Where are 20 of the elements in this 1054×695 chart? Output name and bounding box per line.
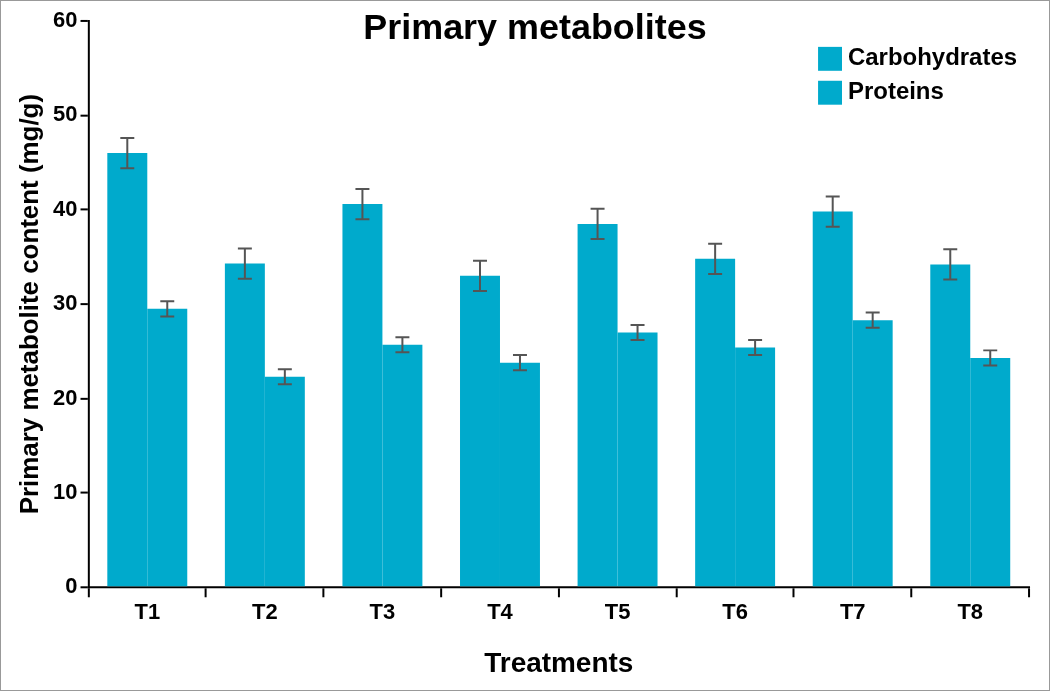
x-tick-label: T8 (957, 599, 984, 625)
legend-label: Proteins (848, 77, 944, 105)
x-tick-label: T7 (839, 599, 866, 625)
x-tick-label: T5 (604, 599, 631, 625)
x-tick-label: T2 (252, 599, 278, 625)
y-tick-label: 50 (53, 101, 78, 127)
x-tick-label: T4 (487, 599, 514, 625)
x-tick-label: T3 (369, 599, 396, 625)
y-tick-label: 40 (53, 195, 78, 221)
y-tick-label: 0 (65, 573, 78, 599)
legend-label: Carbohydrates (848, 43, 1018, 71)
x-tick-label: T6 (722, 599, 748, 625)
x-axis-title: Treatments (484, 646, 634, 678)
y-axis-title: Primary metabolite content (mg/g) (14, 93, 43, 515)
y-tick-label: 30 (53, 290, 78, 316)
y-tick-label: 10 (53, 478, 78, 504)
y-tick-label: 60 (53, 7, 78, 32)
chart-title: Primary metabolites (363, 5, 707, 47)
x-tick-label: T1 (134, 599, 161, 625)
y-tick-label: 20 (53, 384, 78, 410)
